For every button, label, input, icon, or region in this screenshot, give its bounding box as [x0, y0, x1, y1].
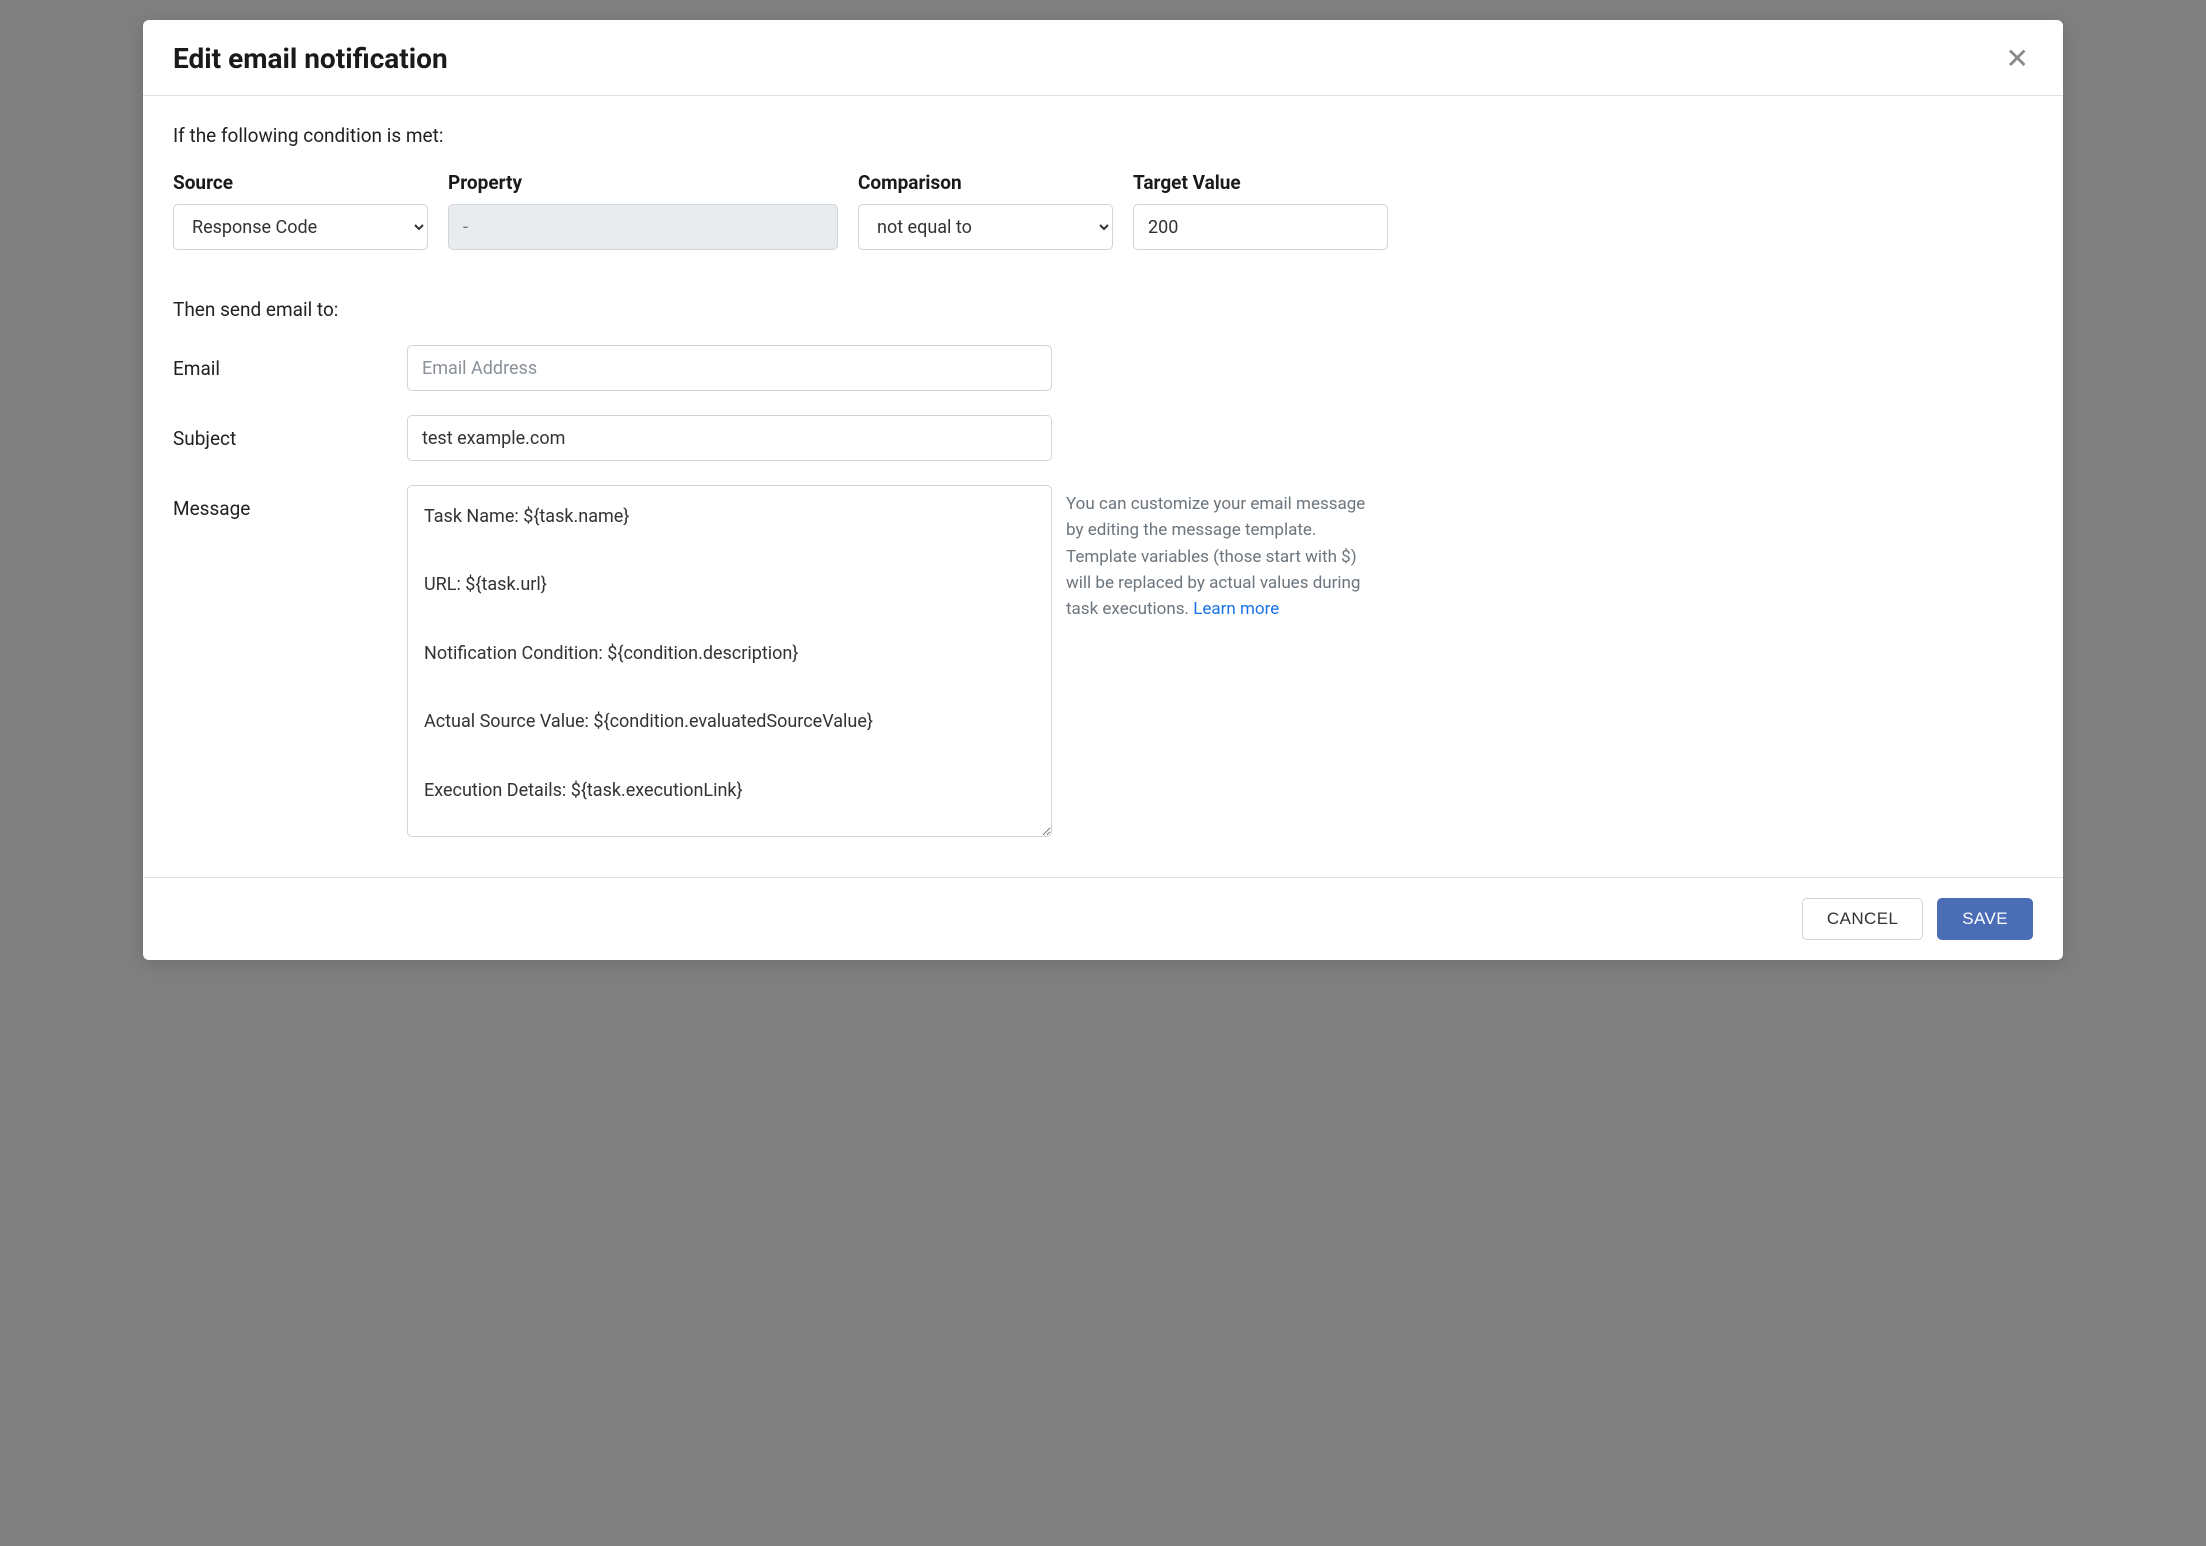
email-input[interactable] — [407, 345, 1052, 391]
modal-header: Edit email notification ✕ — [143, 20, 2063, 96]
modal-body: If the following condition is met: Sourc… — [143, 96, 2063, 877]
message-textarea[interactable] — [407, 485, 1052, 837]
save-button[interactable]: SAVE — [1937, 898, 2033, 940]
source-label: Source — [173, 171, 428, 194]
target-value-label: Target Value — [1133, 171, 1388, 194]
message-help-text: You can customize your email message by … — [1066, 485, 1386, 623]
property-column: Property - — [448, 171, 838, 250]
subject-label: Subject — [173, 415, 393, 450]
comparison-column: Comparison not equal to — [858, 171, 1113, 250]
subject-input[interactable] — [407, 415, 1052, 461]
property-readonly-field: - — [448, 204, 838, 250]
message-label: Message — [173, 485, 393, 520]
close-button[interactable]: ✕ — [2002, 45, 2033, 73]
condition-row: Source Response Code Property - Comparis… — [173, 171, 2033, 250]
comparison-select[interactable]: not equal to — [858, 204, 1113, 250]
modal-footer: CANCEL SAVE — [143, 877, 2063, 960]
edit-email-notification-modal: Edit email notification ✕ If the followi… — [143, 20, 2063, 960]
target-value-input[interactable] — [1133, 204, 1388, 250]
modal-title: Edit email notification — [173, 42, 448, 75]
close-icon: ✕ — [2006, 43, 2029, 74]
learn-more-link[interactable]: Learn more — [1193, 599, 1279, 619]
target-value-column: Target Value — [1133, 171, 1388, 250]
property-label: Property — [448, 171, 838, 194]
condition-intro-text: If the following condition is met: — [173, 124, 2033, 147]
email-form-grid: Email Subject Message You can customize … — [173, 345, 2033, 837]
comparison-label: Comparison — [858, 171, 1113, 194]
send-intro-text: Then send email to: — [173, 298, 2033, 321]
email-label: Email — [173, 345, 393, 380]
source-select[interactable]: Response Code — [173, 204, 428, 250]
cancel-button[interactable]: CANCEL — [1802, 898, 1923, 940]
modal-backdrop: Edit email notification ✕ If the followi… — [0, 0, 2206, 1546]
source-column: Source Response Code — [173, 171, 428, 250]
